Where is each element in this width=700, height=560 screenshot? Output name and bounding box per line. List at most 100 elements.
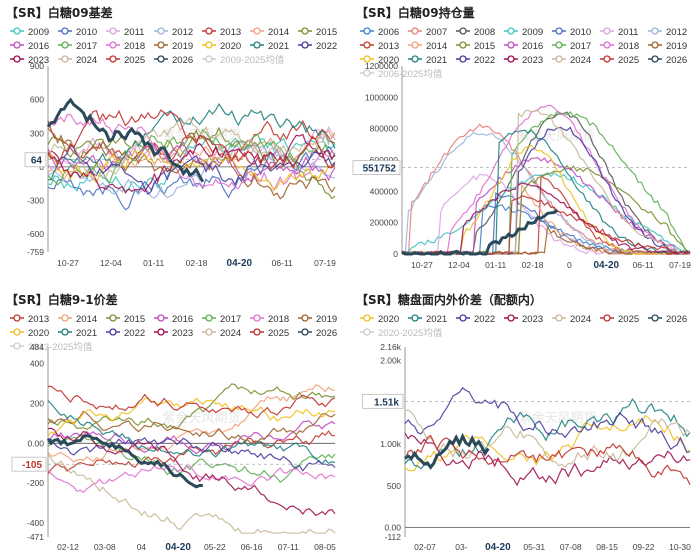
- x-tick-label: 04-20: [227, 258, 253, 269]
- current-value-badge: [11, 456, 47, 472]
- legend-label: 2011: [618, 27, 638, 38]
- legend-label: 2019: [172, 41, 193, 52]
- series-line-2022: [404, 386, 691, 453]
- legend-item: 2025: [600, 314, 639, 325]
- x-tick-label: 02-18: [186, 258, 208, 268]
- legend-item: 2007: [408, 27, 447, 38]
- legend-item: 2021: [408, 314, 447, 325]
- y-tick-label: 200000: [370, 218, 399, 228]
- legend-marker: [301, 328, 309, 336]
- x-tick-label: 07-19: [669, 260, 691, 270]
- legend-marker: [13, 342, 21, 350]
- open-interest-chart: 2006 2007 2008 2009 2010 2011 2012 2013 2014 2015…: [352, 27, 691, 271]
- legend-marker: [301, 27, 309, 35]
- legend-item: 2014: [250, 27, 289, 38]
- x-tick-label: 10-30: [669, 542, 691, 552]
- legend-marker: [651, 55, 659, 63]
- series-line-2007: [401, 123, 691, 256]
- legend-item: 2021: [58, 328, 97, 339]
- legend-item: 2018: [250, 314, 289, 325]
- legend-item: 2006: [360, 27, 399, 38]
- legend-item: 2017: [58, 41, 97, 52]
- panel-title: 【SR】白糖9-1价差: [6, 293, 118, 307]
- x-tick-label: 07-11: [278, 542, 299, 552]
- y-tick-label: 2.16k: [380, 342, 402, 352]
- legend-item: 2026: [298, 328, 337, 339]
- legend-marker: [507, 41, 515, 49]
- legend-label: 2017: [570, 41, 591, 52]
- legend-marker: [651, 27, 659, 35]
- series-line-2021: [47, 400, 336, 465]
- series-line-2016: [47, 141, 336, 183]
- legend-item: 2023: [10, 55, 49, 66]
- legend-marker: [411, 314, 419, 322]
- legend-marker: [13, 41, 21, 49]
- legend-item: 2024: [552, 55, 591, 66]
- series-line-2024: [404, 409, 691, 468]
- legend-item: 2021: [408, 55, 447, 66]
- legend-label: 2006-2025均值: [378, 68, 443, 80]
- legend-marker: [363, 41, 371, 49]
- series-line-2016: [47, 420, 336, 455]
- legend-item: 2024: [202, 328, 241, 339]
- y-tick-label: 0: [393, 249, 398, 259]
- legend-label: 2016: [522, 41, 543, 52]
- legend-marker: [109, 41, 117, 49]
- legend-label: 2025: [268, 328, 289, 339]
- legend-item: 2013: [360, 41, 399, 52]
- current-value-badge: [352, 160, 401, 175]
- legend-label: 2009-2025均值: [220, 54, 285, 66]
- legend-marker: [157, 27, 165, 35]
- legend-label: 2008: [474, 27, 495, 38]
- legend-item: 2020: [360, 55, 399, 66]
- x-tick-label: 02-18: [522, 260, 544, 270]
- legend-marker: [205, 314, 213, 322]
- legend-marker: [363, 55, 371, 63]
- legend-marker: [459, 41, 467, 49]
- series-line-2025: [404, 434, 691, 485]
- legend-label: 2025: [124, 55, 145, 66]
- legend-item: 2023: [504, 314, 543, 325]
- legend-label: 2022: [474, 314, 495, 325]
- legend-label: 2024: [76, 55, 97, 66]
- series-line-2023: [401, 182, 691, 255]
- legend-marker: [507, 55, 515, 63]
- legend-marker: [507, 27, 515, 35]
- series-line-2018: [47, 113, 336, 192]
- y-tick-label: 400000: [370, 186, 399, 196]
- legend-item: 2010: [58, 27, 97, 38]
- legend-marker: [13, 314, 21, 322]
- legend-item: 2009-2025均值: [202, 54, 285, 66]
- series-line-2025: [47, 109, 336, 171]
- legend-marker: [253, 41, 261, 49]
- x-tick-label: 10-27: [411, 260, 433, 270]
- legend-label: 2011: [124, 27, 144, 38]
- import-spread-chart: 2020 2021 2022 2023 2024 2025 2026 2020-2025均值 2…: [360, 314, 691, 553]
- legend-label: 2013: [28, 314, 49, 325]
- legend-marker: [61, 27, 69, 35]
- y-tick-label: -112: [385, 532, 402, 542]
- series-line-2014: [47, 384, 336, 463]
- legend-marker: [13, 27, 21, 35]
- legend-marker: [253, 27, 261, 35]
- current-value-label: 64: [31, 156, 43, 167]
- legend-label: 2023: [28, 55, 49, 66]
- legend-item: 2022: [298, 41, 337, 52]
- legend-label: 2020: [378, 55, 399, 66]
- y-tick-label: 0.00: [27, 438, 44, 448]
- legend-marker: [603, 55, 611, 63]
- panel-title: 【SR】白糖09持仓量: [356, 6, 475, 20]
- x-tick-label: 12-04: [448, 260, 470, 270]
- legend-item: 2014: [58, 314, 97, 325]
- legend-label: 2020: [220, 41, 241, 52]
- legend-label: 2010: [570, 27, 591, 38]
- legend-item: 2016: [154, 314, 193, 325]
- legend-label: 2022: [474, 55, 495, 66]
- legend-marker: [603, 314, 611, 322]
- legend-marker: [459, 55, 467, 63]
- legend-item: 2024: [58, 55, 97, 66]
- legend-marker: [157, 314, 165, 322]
- series-line-2023: [404, 432, 691, 487]
- legend-marker: [363, 314, 371, 322]
- y-tick-label: 900: [30, 61, 44, 71]
